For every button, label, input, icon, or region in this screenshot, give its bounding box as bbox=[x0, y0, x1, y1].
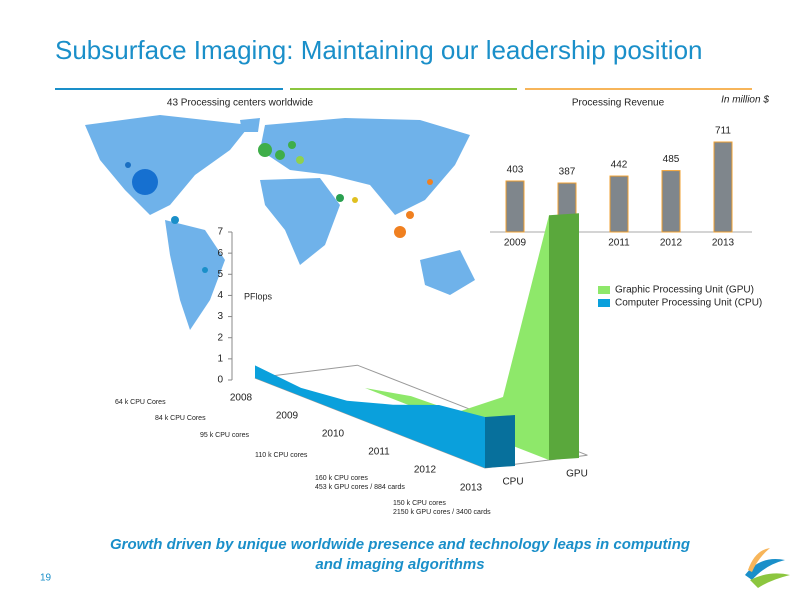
bar bbox=[661, 170, 681, 233]
logo bbox=[745, 548, 790, 588]
bar bbox=[713, 141, 733, 233]
y-tick-label: 2 bbox=[217, 332, 223, 343]
depth-label: GPU bbox=[566, 469, 588, 480]
y-tick-label: 4 bbox=[217, 290, 223, 301]
value-label: 403 bbox=[507, 165, 524, 176]
area-end bbox=[549, 213, 579, 460]
x-tick-label: 2008 bbox=[230, 393, 253, 404]
depth-label: CPU bbox=[502, 477, 523, 488]
x-tick-label: 2012 bbox=[660, 238, 683, 249]
area-end bbox=[485, 415, 515, 468]
value-label: 387 bbox=[559, 167, 576, 178]
y-tick-label: 5 bbox=[217, 269, 223, 280]
y-tick-label: 0 bbox=[217, 375, 223, 386]
annotation: 2150 k GPU cores / 3400 cards bbox=[393, 509, 491, 516]
legend-label: Computer Processing Unit (CPU) bbox=[615, 298, 762, 309]
slide-title: Subsurface Imaging: Maintaining our lead… bbox=[55, 35, 703, 65]
bar bbox=[609, 175, 629, 233]
annotation: 84 k CPU Cores bbox=[155, 415, 206, 422]
value-label: 711 bbox=[715, 126, 731, 137]
x-tick-label: 2013 bbox=[712, 238, 735, 249]
y-axis-label: PFlops bbox=[244, 291, 273, 301]
footer-line: and imaging algorithms bbox=[315, 556, 484, 573]
value-label: 442 bbox=[611, 160, 628, 171]
annotation: 110 k CPU cores bbox=[255, 452, 308, 459]
annotation: 453 k GPU cores / 884 cards bbox=[315, 484, 405, 491]
annotation: 64 k CPU Cores bbox=[115, 399, 166, 406]
y-tick-label: 1 bbox=[217, 353, 223, 364]
x-tick-label: 2013 bbox=[460, 483, 483, 494]
annotation: 160 k CPU cores bbox=[315, 475, 368, 482]
x-tick-label: 2011 bbox=[608, 238, 630, 249]
y-tick-label: 6 bbox=[217, 248, 223, 259]
unit-note: In million $ bbox=[721, 95, 769, 106]
bar bbox=[505, 180, 525, 233]
x-tick-label: 2010 bbox=[322, 429, 345, 440]
footer-line: Growth driven by unique worldwide presen… bbox=[110, 536, 690, 553]
annotation: 95 k CPU cores bbox=[200, 432, 250, 439]
legend-swatch bbox=[598, 299, 610, 307]
map-title: 43 Processing centers worldwide bbox=[167, 98, 314, 109]
annotation: 150 k CPU cores bbox=[393, 500, 446, 507]
y-tick-label: 7 bbox=[217, 227, 223, 238]
chart-title: Processing Revenue bbox=[572, 98, 665, 109]
x-tick-label: 2009 bbox=[504, 238, 527, 249]
world-map bbox=[85, 115, 475, 330]
value-label: 485 bbox=[663, 154, 680, 165]
page-number: 19 bbox=[40, 573, 52, 584]
x-tick-label: 2009 bbox=[276, 411, 299, 422]
area bbox=[255, 365, 485, 468]
y-tick-label: 3 bbox=[217, 311, 223, 322]
legend-label: Graphic Processing Unit (GPU) bbox=[615, 285, 754, 296]
x-tick-label: 2012 bbox=[414, 465, 437, 476]
legend-swatch bbox=[598, 286, 610, 294]
x-tick-label: 2011 bbox=[368, 447, 390, 458]
